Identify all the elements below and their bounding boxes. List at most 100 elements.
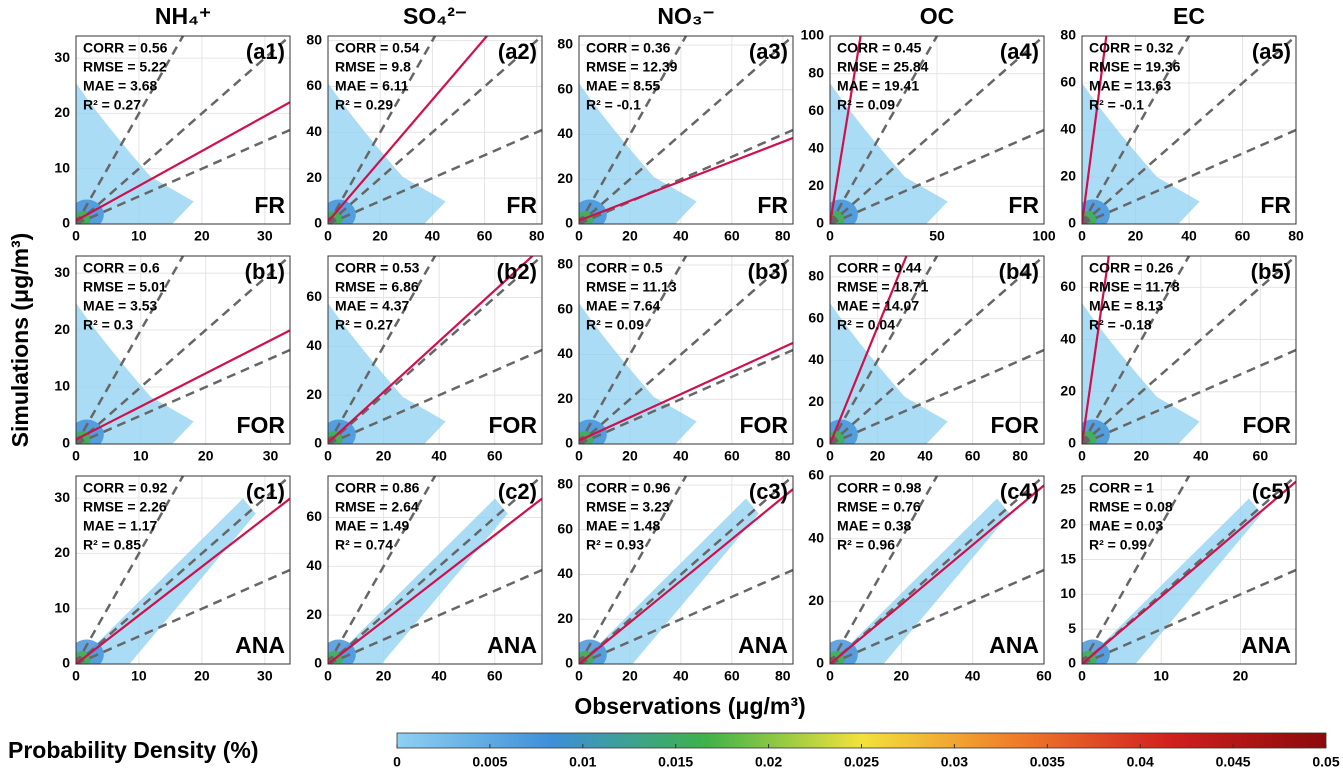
x-tick-label: 20 xyxy=(1233,668,1249,684)
y-tick-label: 0 xyxy=(565,435,573,451)
x-tick-label: 20 xyxy=(194,228,210,244)
stat-text: R² = 0.09 xyxy=(837,97,895,113)
colorbar-title: Probability Density (%) xyxy=(8,737,258,763)
panel-label: (c4) xyxy=(1000,479,1039,504)
stat-text: RMSE = 11.78 xyxy=(1089,279,1180,295)
reference-line xyxy=(76,476,290,664)
x-tick-label: 20 xyxy=(194,668,210,684)
y-tick-label: 40 xyxy=(557,125,573,141)
panel: 0 20 40 60 80 0 20 40 60 80 CORR = 0.5 RMSE = 11.13… xyxy=(557,255,794,464)
plot-frame xyxy=(75,475,291,665)
lines xyxy=(1082,476,1296,664)
y-tick-label: 0 xyxy=(1068,215,1076,231)
x-tick-label: 0 xyxy=(72,228,80,244)
y-tick-label: 10 xyxy=(1060,585,1076,601)
reference-line xyxy=(830,128,1044,224)
panel: 0 20 40 60 80 0 20 40 60 80 CORR = 0.54 RMSE = 9.8 M… xyxy=(306,31,544,244)
column-title: EC xyxy=(1173,3,1205,29)
density-cloud-outer xyxy=(1082,83,1200,224)
x-tick-label: 40 xyxy=(425,228,441,244)
stat-text: CORR = 0.96 xyxy=(586,480,671,496)
panel-label: (b3) xyxy=(748,259,788,284)
y-tick-label: 60 xyxy=(808,309,824,325)
y-tick-label: 30 xyxy=(54,49,70,65)
row-label: ANA xyxy=(989,632,1039,658)
x-tick-label: 40 xyxy=(673,668,689,684)
y-tick-label: 20 xyxy=(1060,168,1076,184)
y-tick-label: 60 xyxy=(1060,278,1076,294)
stat-text: R² = 0.96 xyxy=(837,537,895,553)
x-tick-label: 80 xyxy=(775,228,791,244)
reference-line xyxy=(579,36,793,224)
x-tick-label: 20 xyxy=(376,448,392,464)
reference-line xyxy=(76,36,290,224)
y-tick-label: 30 xyxy=(54,264,70,280)
plot-frame xyxy=(578,475,794,665)
plot-frame xyxy=(327,35,543,225)
x-axis-label: Observations (μg/m³) xyxy=(574,693,805,719)
plot-frame xyxy=(327,475,543,665)
density-cloud-outer xyxy=(1082,498,1262,664)
reference-line xyxy=(579,128,793,224)
density-cloud-outer xyxy=(76,498,256,664)
stat-text: MAE = 6.11 xyxy=(335,78,409,94)
density-cloud-outer xyxy=(76,83,194,224)
row-label: FOR xyxy=(990,412,1039,438)
lines xyxy=(830,36,1044,224)
stat-text: CORR = 0.54 xyxy=(335,40,420,56)
row-label: FR xyxy=(757,192,788,218)
reference-line xyxy=(830,36,1044,224)
stat-text: CORR = 0.32 xyxy=(1089,40,1174,56)
column-title: SO₄²⁻ xyxy=(403,3,467,29)
y-tick-label: 40 xyxy=(306,123,322,139)
row-label: ANA xyxy=(235,632,285,658)
stat-text: RMSE = 12.39 xyxy=(586,59,678,75)
y-tick-label: 80 xyxy=(557,256,573,272)
stat-text: CORR = 1 xyxy=(1089,480,1154,496)
fit-line xyxy=(76,329,290,441)
panel-label: (c1) xyxy=(246,479,285,504)
stat-text: R² = 0.93 xyxy=(586,537,644,553)
stat-text: MAE = 4.37 xyxy=(335,298,410,314)
reference-line xyxy=(579,476,793,664)
reference-line xyxy=(76,568,290,664)
density-cloud-outer xyxy=(830,303,948,444)
plot-frame xyxy=(578,255,794,445)
panel: 0 20 40 60 0 20 40 60 CORR = 0.86 RMSE = 2.64 MAE … xyxy=(306,475,543,684)
panel-label: (a1) xyxy=(246,39,285,64)
x-tick-label: 80 xyxy=(1012,448,1028,464)
plot-frame xyxy=(1081,35,1297,225)
lines xyxy=(579,256,793,444)
reference-line xyxy=(76,256,290,444)
stat-text: MAE = 1.48 xyxy=(586,518,661,534)
stat-text: R² = 0.74 xyxy=(335,537,393,553)
panel: 0 20 40 60 80 0 20 40 60 80 CORR = 0.44 RMSE = 18.7… xyxy=(808,255,1045,464)
stat-text: CORR = 0.6 xyxy=(83,260,160,276)
density-cloud-outer xyxy=(579,83,697,224)
stat-text: MAE = 3.53 xyxy=(83,298,158,314)
plot-frame xyxy=(829,35,1045,225)
colorbar-tick-label: 0.045 xyxy=(1216,754,1251,770)
colorbar-tick-label: 0.035 xyxy=(1030,754,1065,770)
y-tick-label: 60 xyxy=(306,508,322,524)
x-tick-label: 20 xyxy=(622,228,638,244)
reference-line xyxy=(579,348,793,444)
plot-frame xyxy=(578,35,794,225)
stat-text: MAE = 0.03 xyxy=(1089,518,1164,534)
x-tick-label: 60 xyxy=(1235,228,1251,244)
x-tick-label: 30 xyxy=(257,668,273,684)
panel-label: (a3) xyxy=(749,39,788,64)
density-cloud-outer xyxy=(579,303,697,444)
stat-text: CORR = 0.36 xyxy=(586,40,671,56)
x-tick-label: 20 xyxy=(870,448,886,464)
x-tick-label: 80 xyxy=(775,668,791,684)
x-tick-label: 0 xyxy=(324,228,332,244)
fit-line xyxy=(328,497,542,664)
reference-line xyxy=(1082,36,1296,224)
stat-text: RMSE = 0.08 xyxy=(1089,499,1173,515)
reference-line xyxy=(328,348,542,444)
x-tick-label: 20 xyxy=(198,448,214,464)
plot-frame xyxy=(829,475,1045,665)
x-tick-label: 0 xyxy=(575,228,583,244)
reference-line xyxy=(328,128,542,224)
